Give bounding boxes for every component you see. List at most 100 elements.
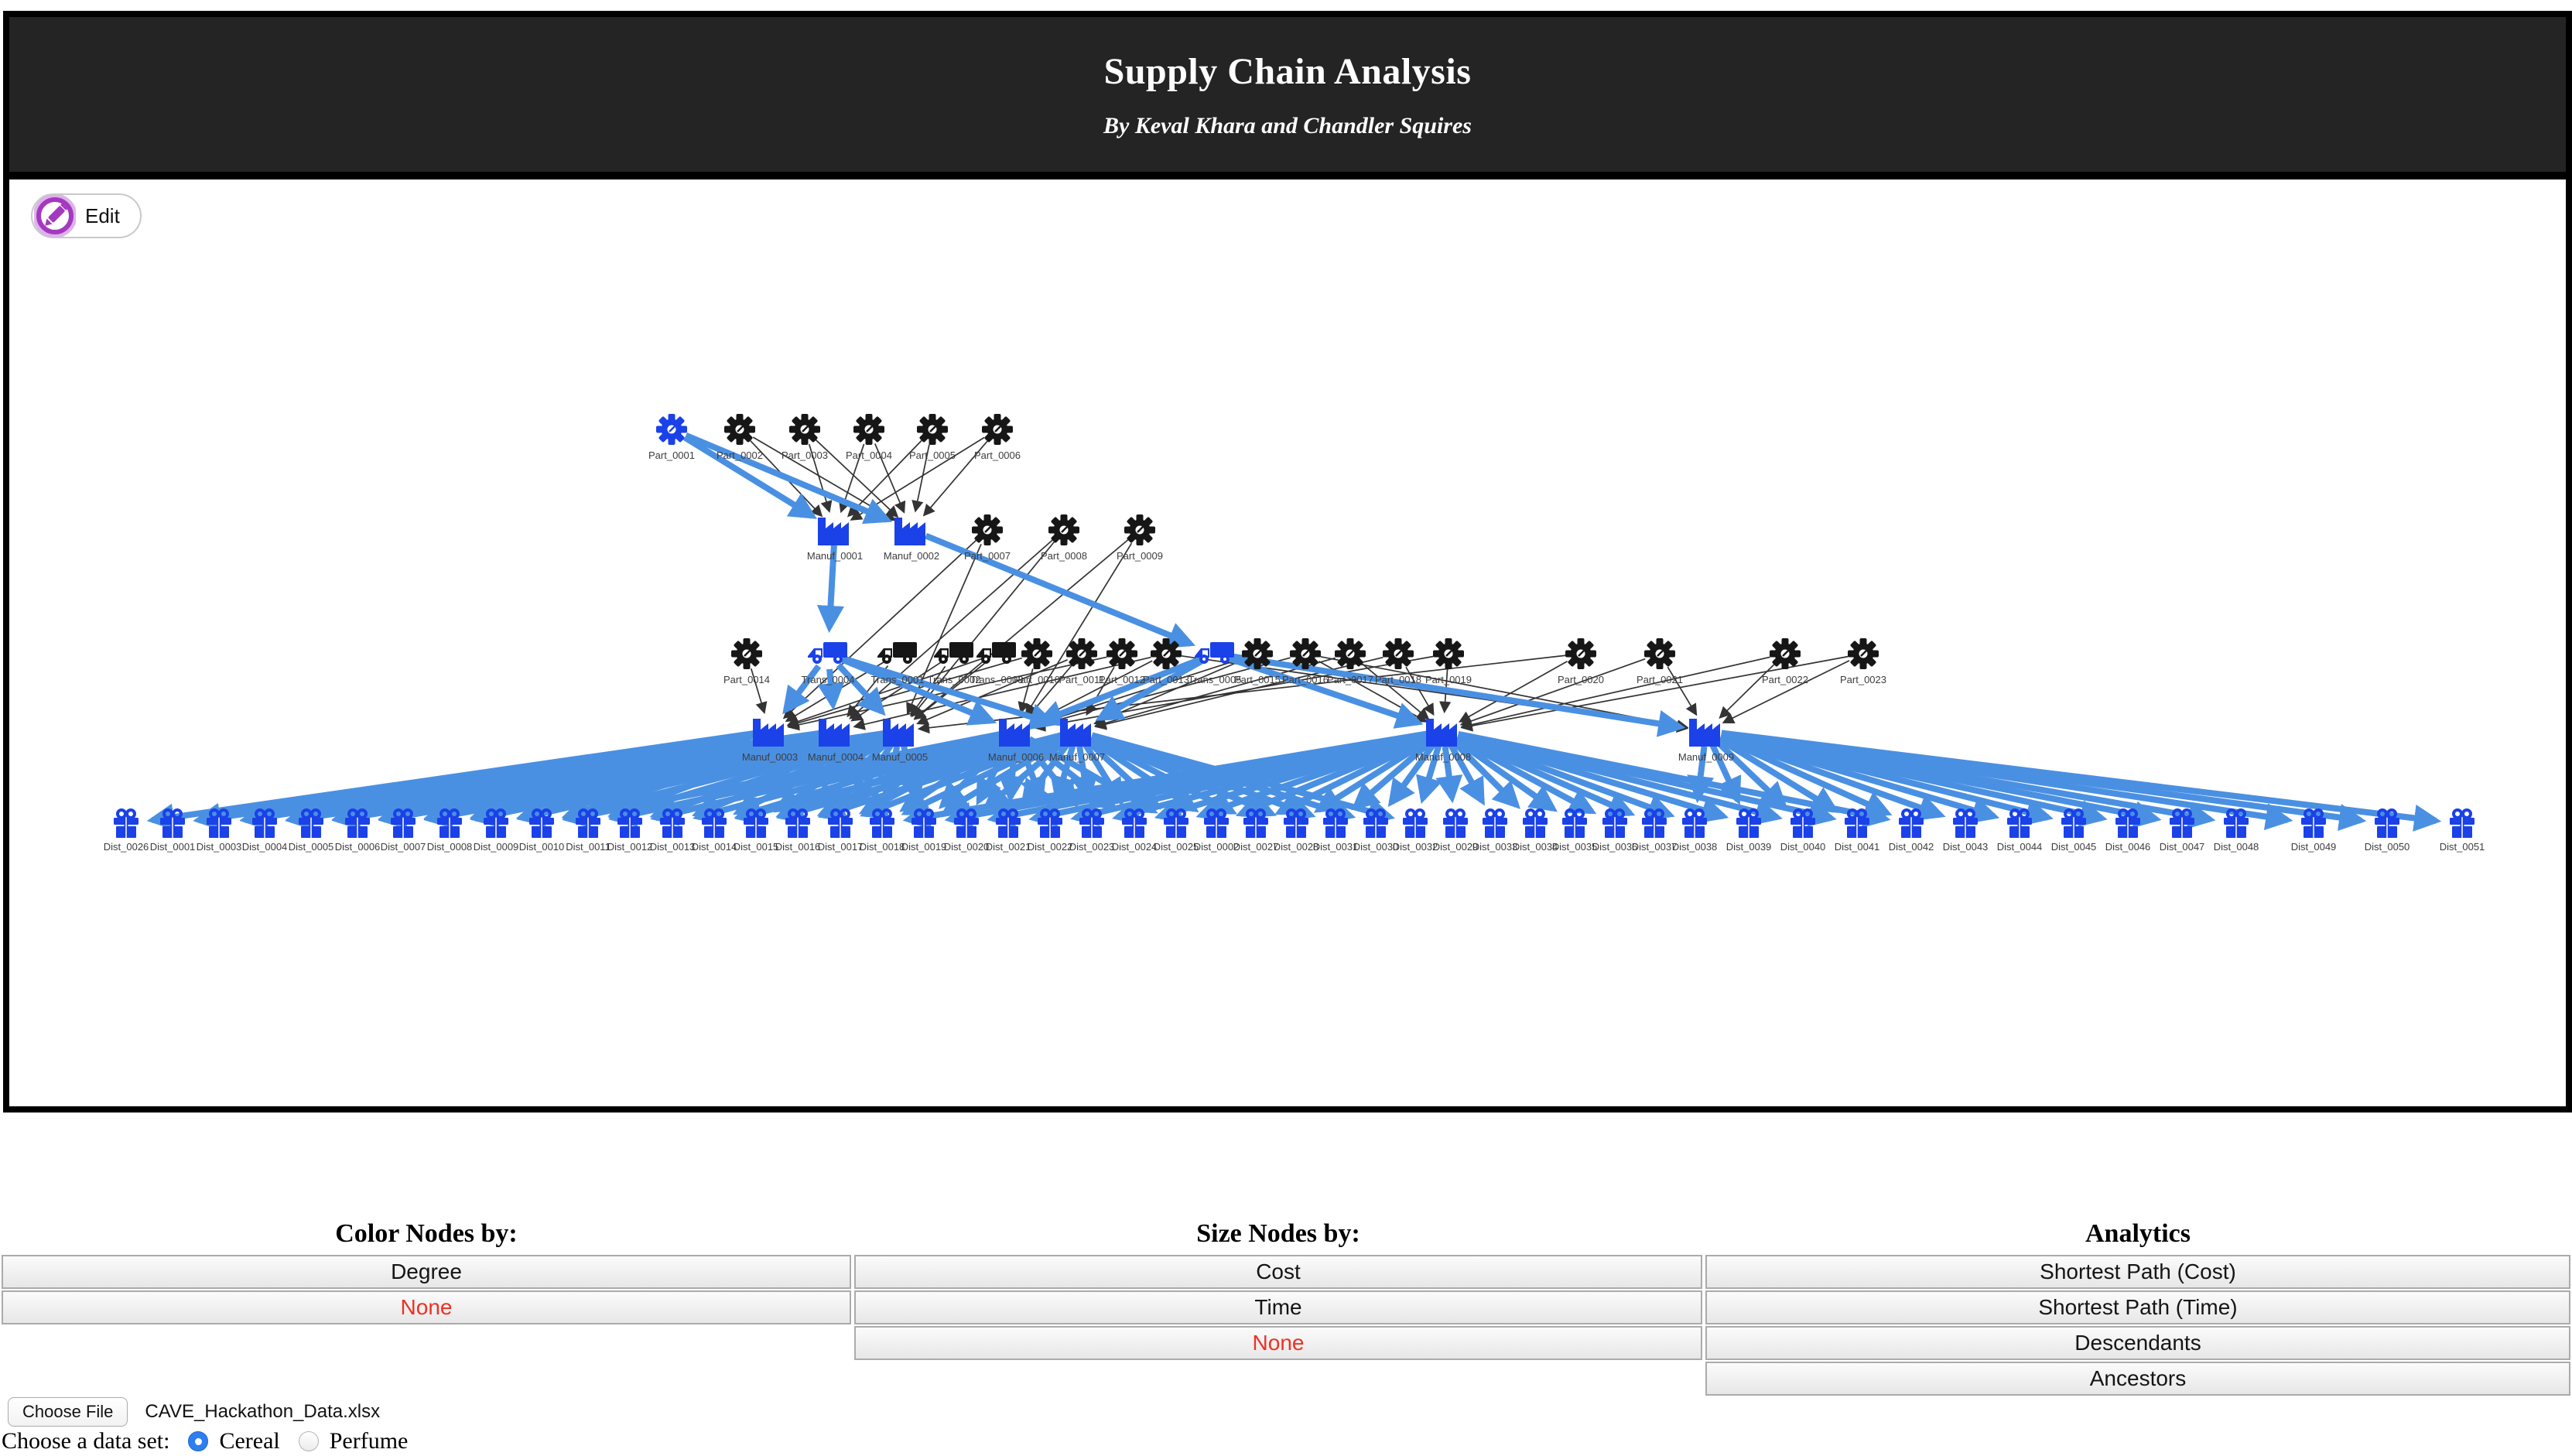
node-dist_0011[interactable]: Dist_0011 — [566, 808, 611, 853]
node-manuf_0005[interactable]: Manuf_0005 — [872, 719, 928, 763]
edit-button[interactable]: Edit — [31, 193, 142, 238]
node-dist_0037[interactable]: Dist_0037 — [1632, 808, 1678, 853]
node-part_0007[interactable]: Part_0007 — [964, 514, 1011, 562]
node-dist_0036[interactable]: Dist_0036 — [1592, 808, 1638, 853]
node-manuf_0004[interactable]: Manuf_0004 — [808, 719, 864, 763]
radio-cereal[interactable] — [188, 1431, 209, 1451]
node-dist_0021[interactable]: Dist_0021 — [986, 808, 1031, 853]
node-part_0018[interactable]: Part_0018 — [1375, 638, 1421, 685]
node-dist_0030[interactable]: Dist_0030 — [1353, 808, 1399, 853]
node-part_0016[interactable]: Part_0016 — [1282, 638, 1329, 685]
node-trans_0002[interactable]: Trans_0002 — [928, 642, 981, 685]
node-part_0022[interactable]: Part_0022 — [1762, 638, 1808, 685]
node-dist_0016[interactable]: Dist_0016 — [775, 808, 821, 853]
node-dist_0028[interactable]: Dist_0028 — [1274, 808, 1319, 853]
node-dist_0007[interactable]: Dist_0007 — [381, 808, 426, 853]
node-dist_0041[interactable]: Dist_0041 — [1835, 808, 1880, 853]
node-part_0004[interactable]: Part_0004 — [846, 414, 892, 461]
option-descendants[interactable]: Descendants — [1705, 1326, 2570, 1360]
option-shortest-path-cost[interactable]: Shortest Path (Cost) — [1705, 1255, 2570, 1289]
node-manuf_0008[interactable]: Manuf_0008 — [1415, 719, 1471, 763]
node-dist_0018[interactable]: Dist_0018 — [860, 808, 905, 853]
node-part_0014[interactable]: Part_0014 — [723, 638, 770, 685]
node-manuf_0003[interactable]: Manuf_0003 — [742, 719, 798, 763]
radio-perfume[interactable] — [298, 1431, 319, 1451]
node-dist_0043[interactable]: Dist_0043 — [1943, 808, 1989, 853]
node-part_0006[interactable]: Part_0006 — [974, 414, 1021, 461]
node-dist_0008[interactable]: Dist_0008 — [427, 808, 473, 853]
node-part_0017[interactable]: Part_0017 — [1327, 638, 1373, 685]
node-dist_0015[interactable]: Dist_0015 — [734, 808, 779, 853]
node-dist_0031[interactable]: Dist_0031 — [1313, 808, 1359, 853]
node-dist_0038[interactable]: Dist_0038 — [1672, 808, 1718, 853]
node-part_0002[interactable]: Part_0002 — [717, 414, 763, 461]
option-none[interactable]: None — [854, 1326, 1702, 1360]
node-dist_0032[interactable]: Dist_0032 — [1393, 808, 1438, 853]
node-part_0005[interactable]: Part_0005 — [909, 414, 956, 461]
node-dist_0003[interactable]: Dist_0003 — [197, 808, 242, 853]
node-part_0023[interactable]: Part_0023 — [1840, 638, 1886, 685]
node-dist_0023[interactable]: Dist_0023 — [1069, 808, 1115, 853]
node-dist_0042[interactable]: Dist_0042 — [1889, 808, 1934, 853]
node-part_0008[interactable]: Part_0008 — [1041, 514, 1087, 562]
node-manuf_0001[interactable]: Manuf_0001 — [807, 518, 863, 562]
node-dist_0033[interactable]: Dist_0033 — [1472, 808, 1518, 853]
node-dist_0010[interactable]: Dist_0010 — [519, 808, 565, 853]
node-part_0003[interactable]: Part_0003 — [782, 414, 828, 461]
node-dist_0029[interactable]: Dist_0029 — [1433, 808, 1479, 853]
node-dist_0035[interactable]: Dist_0035 — [1552, 808, 1598, 853]
node-dist_0025[interactable]: Dist_0025 — [1154, 808, 1199, 853]
option-cost[interactable]: Cost — [854, 1255, 1702, 1289]
node-part_0015[interactable]: Part_0015 — [1234, 638, 1281, 685]
node-part_0019[interactable]: Part_0019 — [1425, 638, 1472, 685]
node-dist_0040[interactable]: Dist_0040 — [1780, 808, 1826, 853]
node-manuf_0002[interactable]: Manuf_0002 — [884, 518, 939, 562]
node-manuf_0009[interactable]: Manuf_0009 — [1678, 719, 1734, 763]
radio-label-cereal[interactable]: Cereal — [219, 1428, 280, 1454]
node-dist_0049[interactable]: Dist_0049 — [2291, 808, 2337, 853]
node-part_0020[interactable]: Part_0020 — [1558, 638, 1604, 685]
node-dist_0039[interactable]: Dist_0039 — [1726, 808, 1772, 853]
option-none[interactable]: None — [2, 1290, 851, 1324]
node-part_0001[interactable]: Part_0001 — [648, 414, 695, 461]
node-dist_0004[interactable]: Dist_0004 — [242, 808, 288, 853]
node-part_0010[interactable]: Part_0010 — [1014, 638, 1060, 685]
node-dist_0051[interactable]: Dist_0051 — [2440, 808, 2485, 853]
node-dist_0045[interactable]: Dist_0045 — [2051, 808, 2097, 853]
option-ancestors[interactable]: Ancestors — [1705, 1362, 2570, 1396]
node-part_0011[interactable]: Part_0011 — [1059, 638, 1105, 685]
node-dist_0006[interactable]: Dist_0006 — [335, 808, 381, 853]
node-dist_0014[interactable]: Dist_0014 — [692, 808, 737, 853]
node-dist_0048[interactable]: Dist_0048 — [2214, 808, 2259, 853]
node-dist_0013[interactable]: Dist_0013 — [650, 808, 696, 853]
option-time[interactable]: Time — [854, 1290, 1702, 1324]
node-part_0012[interactable]: Part_0012 — [1099, 638, 1145, 685]
node-dist_0019[interactable]: Dist_0019 — [901, 808, 947, 853]
node-manuf_0007[interactable]: Manuf_0007 — [1049, 719, 1105, 763]
node-dist_0026[interactable]: Dist_0026 — [104, 808, 149, 853]
node-dist_0034[interactable]: Dist_0034 — [1513, 808, 1558, 853]
node-trans_0004[interactable]: Trans_0004 — [802, 642, 855, 685]
node-dist_0024[interactable]: Dist_0024 — [1112, 808, 1158, 853]
node-dist_0027[interactable]: Dist_0027 — [1233, 808, 1279, 853]
node-trans_0003[interactable]: Trans_0003 — [970, 642, 1024, 685]
node-dist_0012[interactable]: Dist_0012 — [607, 808, 653, 853]
node-part_0021[interactable]: Part_0021 — [1637, 638, 1683, 685]
node-manuf_0006[interactable]: Manuf_0006 — [988, 719, 1044, 763]
choose-file-button[interactable]: Choose File — [8, 1397, 128, 1427]
node-dist_0022[interactable]: Dist_0022 — [1028, 808, 1073, 853]
node-trans_0005[interactable]: Trans_0005 — [1189, 642, 1242, 685]
node-trans_0001[interactable]: Trans_0001 — [871, 642, 925, 685]
node-dist_0001[interactable]: Dist_0001 — [150, 808, 196, 853]
node-dist_0002[interactable]: Dist_0002 — [1194, 808, 1240, 853]
option-degree[interactable]: Degree — [2, 1255, 851, 1289]
node-dist_0047[interactable]: Dist_0047 — [2160, 808, 2205, 853]
radio-label-perfume[interactable]: Perfume — [329, 1428, 409, 1454]
node-dist_0005[interactable]: Dist_0005 — [289, 808, 334, 853]
node-part_0009[interactable]: Part_0009 — [1117, 514, 1163, 562]
node-dist_0009[interactable]: Dist_0009 — [474, 808, 519, 853]
node-dist_0046[interactable]: Dist_0046 — [2105, 808, 2151, 853]
node-dist_0020[interactable]: Dist_0020 — [944, 808, 990, 853]
node-dist_0017[interactable]: Dist_0017 — [818, 808, 864, 853]
node-dist_0044[interactable]: Dist_0044 — [1997, 808, 2043, 853]
